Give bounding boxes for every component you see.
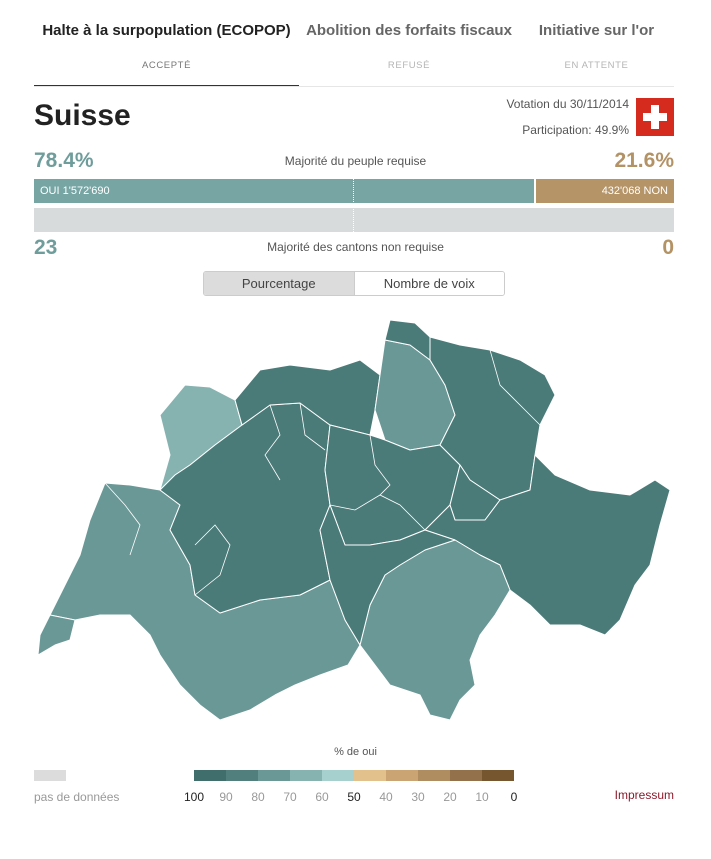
vote-tabs: Halte à la surpopulation (ECOPOP) ACCEPT… [34, 18, 674, 88]
tab-status: ACCEPTÉ [141, 60, 192, 71]
legend-swatch [450, 770, 482, 781]
switzerland-map [37, 319, 671, 721]
legend-tick: 30 [411, 790, 425, 804]
tab-initiative-or[interactable]: Initiative sur l'or EN ATTENTE [519, 18, 674, 86]
percentage-toggle-button[interactable]: Pourcentage [204, 272, 354, 295]
tab-title: Initiative sur l'or [538, 22, 655, 39]
legend-swatch [386, 770, 418, 781]
cantons-no-count: 0 [662, 236, 674, 259]
legend-tick: 0 [510, 790, 518, 804]
legend-swatch [354, 770, 386, 781]
cantons-yes-count: 23 [34, 236, 58, 259]
tabs-divider [34, 86, 674, 87]
legend-ticks: 100 90 80 70 60 50 40 30 20 10 0 [178, 790, 530, 804]
canton-geneva[interactable] [37, 614, 76, 656]
canton-region-uri[interactable] [319, 504, 456, 646]
no-data-swatch [34, 770, 66, 781]
participation-rate: Participation: 49.9% [522, 123, 629, 137]
yes-bar: OUI 1'572'690 [34, 179, 534, 203]
legend-tick: 70 [283, 790, 297, 804]
majority-midline [353, 176, 354, 234]
no-bar-label: 432'068 NON [601, 185, 668, 197]
tab-title: Abolition des forfaits fiscaux [306, 22, 512, 39]
no-percentage: 21.6% [614, 149, 674, 172]
legend-tick: 40 [379, 790, 393, 804]
votes-toggle-button[interactable]: Nombre de voix [353, 272, 504, 295]
yes-bar-label: OUI 1'572'690 [40, 185, 110, 197]
tab-ecopop[interactable]: Halte à la surpopulation (ECOPOP) ACCEPT… [34, 18, 299, 86]
legend-tick: 80 [251, 790, 265, 804]
legend-swatch [322, 770, 354, 781]
legend-swatch [258, 770, 290, 781]
legend-tick: 90 [219, 790, 233, 804]
legend-tick: 100 [183, 790, 205, 804]
no-data-label: pas de données [34, 790, 120, 804]
no-bar: 432'068 NON [536, 179, 674, 203]
people-majority-label: Majorité du peuple requise [284, 154, 427, 168]
country-title: Suisse [34, 99, 131, 132]
legend-tick: 20 [443, 790, 457, 804]
legend-title: % de oui [334, 746, 377, 758]
people-result-bar: OUI 1'572'690 432'068 NON [34, 179, 674, 203]
tab-title: Halte à la surpopulation (ECOPOP) [42, 22, 291, 39]
swiss-flag-icon [636, 98, 674, 136]
cantons-majority-label: Majorité des cantons non requise [267, 240, 444, 254]
cantons-result-bar [34, 208, 674, 232]
legend-tick: 50 [347, 790, 361, 804]
legend-swatch [290, 770, 322, 781]
legend-swatch [194, 770, 226, 781]
vote-date: Votation du 30/11/2014 [506, 97, 629, 111]
legend-tick: 60 [315, 790, 329, 804]
legend-swatch [418, 770, 450, 781]
legend-tick: 10 [475, 790, 489, 804]
yes-percentage: 78.4% [34, 149, 94, 172]
legend-swatch [226, 770, 258, 781]
tab-status: EN ATTENTE [564, 60, 629, 71]
legend-color-scale [194, 770, 514, 781]
tab-forfaits-fiscaux[interactable]: Abolition des forfaits fiscaux REFUSÉ [299, 18, 519, 86]
legend-swatch [482, 770, 514, 781]
tab-status: REFUSÉ [387, 60, 431, 71]
display-mode-toggle: Pourcentage Nombre de voix [203, 271, 505, 296]
impressum-link[interactable]: Impressum [614, 788, 674, 802]
